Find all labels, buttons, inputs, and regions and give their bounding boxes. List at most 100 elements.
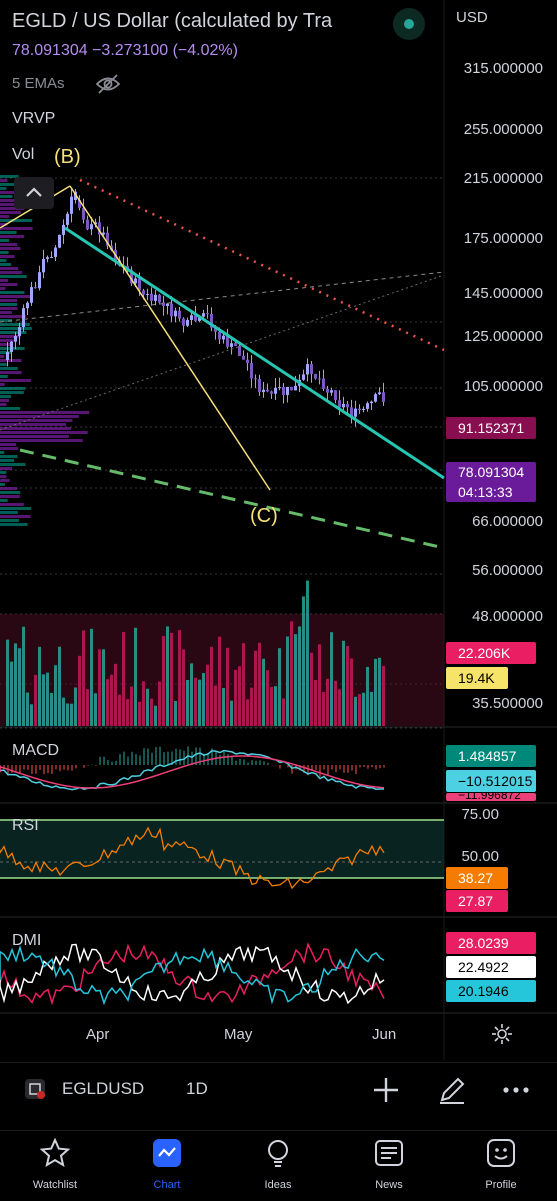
candle-body (182, 318, 185, 326)
vrvp-bar (0, 195, 13, 198)
vrvp-bar (0, 499, 8, 502)
vrvp-bar (0, 379, 31, 382)
candle-body (94, 222, 97, 225)
volume-bar (38, 646, 41, 726)
channel-line (0, 271, 445, 323)
nav-label: Watchlist (32, 1179, 78, 1191)
candle-body (174, 310, 177, 317)
volume-bar (54, 665, 57, 726)
symbol-toolbar (0, 1062, 557, 1121)
wave-c-label: (C) (250, 505, 278, 527)
candle-body (170, 303, 173, 317)
dmi-plus-tag: 28.0239 (446, 932, 536, 954)
nav-watchlist[interactable]: Watchlist (10, 1136, 100, 1196)
volume-indicator-label[interactable]: Vol (12, 146, 35, 163)
vrvp-bar (0, 427, 71, 430)
candle-body (38, 272, 41, 289)
lightbulb-icon (268, 1140, 288, 1167)
candle-body (378, 392, 381, 395)
candle-body (234, 343, 237, 346)
candle-body (318, 378, 321, 380)
dmi-minus-tag: 20.1946 (446, 980, 536, 1002)
nav-label: News (375, 1179, 403, 1191)
wave-b-label: (B) (54, 146, 81, 168)
vrvp-bar (0, 491, 21, 494)
volume-bar (294, 634, 297, 726)
vrvp-bar (0, 503, 24, 506)
volume-bar (110, 674, 113, 726)
candle-body (58, 234, 61, 248)
volume-bar (226, 647, 229, 726)
add-plus-icon[interactable] (366, 1072, 406, 1108)
settings-gear-icon[interactable] (490, 1022, 514, 1046)
vrvp-bar (0, 383, 5, 386)
candle-body (358, 408, 361, 410)
volume-bar (22, 626, 25, 726)
volume-bar (26, 692, 29, 726)
price-chart[interactable] (0, 0, 557, 1060)
volume-bar (270, 686, 273, 726)
vrvp-bar (0, 399, 10, 402)
macd-label[interactable]: MACD (12, 742, 60, 759)
volume-ma-tag: 19.4K (446, 667, 508, 689)
macd-signal-tag: −11.996872 (446, 793, 536, 801)
price-tag-level: 91.152371 (446, 417, 536, 439)
vrvp-bar (0, 507, 32, 510)
vrvp-indicator-label[interactable]: VRVP (12, 110, 56, 127)
volume-bar (350, 658, 353, 726)
candle-body (30, 287, 33, 303)
candle-body (282, 387, 285, 396)
eye-off-icon[interactable] (95, 73, 121, 95)
candle-body (314, 373, 317, 379)
collapse-indicators-button[interactable] (14, 177, 54, 209)
vrvp-bar (0, 467, 13, 470)
candle-body (34, 287, 37, 289)
drawing-pen-icon[interactable] (432, 1072, 472, 1108)
vrvp-bar (0, 291, 25, 294)
ema-indicator-label[interactable]: 5 EMAs (12, 75, 65, 92)
volume-bar (6, 639, 9, 726)
vrvp-bar (0, 411, 90, 414)
vrvp-bar (0, 311, 12, 314)
candle-body (6, 351, 9, 360)
currency-label[interactable]: USD (456, 9, 488, 26)
candle-body (150, 293, 153, 301)
volume-bar (142, 681, 145, 726)
nav-chart[interactable]: Chart (122, 1136, 212, 1196)
vrvp-bar (0, 199, 24, 202)
profile-icon (487, 1139, 515, 1167)
timeframe-button[interactable]: 1D (186, 1079, 208, 1098)
volume-bar (30, 704, 33, 726)
vrvp-bar (0, 479, 10, 482)
candle-body (266, 389, 269, 392)
chart-title[interactable]: EGLD / US Dollar (calculated by Tra (12, 10, 333, 32)
symbol-name[interactable]: EGLDUSD (62, 1079, 145, 1098)
dmi-label[interactable]: DMI (12, 932, 42, 949)
vrvp-bar (0, 179, 8, 182)
vrvp-bar (0, 303, 18, 306)
volume-bar (46, 672, 49, 726)
candle-body (54, 247, 57, 257)
vrvp-bar (0, 523, 28, 526)
vrvp-bar (0, 403, 7, 406)
candle-body (230, 343, 233, 347)
price-axis-label: 48.000000 (472, 608, 543, 625)
volume-bar (302, 596, 305, 726)
candle-body (294, 385, 297, 391)
vrvp-bar (0, 483, 5, 486)
nav-news[interactable]: News (344, 1136, 434, 1196)
vrvp-bar (0, 295, 33, 298)
support-line (19, 448, 445, 550)
volume-bar (162, 636, 165, 726)
volume-bar (210, 646, 213, 726)
nav-profile[interactable]: Profile (456, 1136, 546, 1196)
more-options-icon[interactable] (496, 1072, 536, 1108)
candle-body (22, 308, 25, 328)
volume-bar (166, 626, 169, 726)
volume-bar (178, 630, 181, 726)
candle-body (246, 359, 249, 364)
vrvp-bar (0, 435, 69, 438)
price-axis-label: 66.000000 (472, 513, 543, 530)
rsi-label[interactable]: RSI (12, 817, 39, 834)
nav-ideas[interactable]: Ideas (233, 1136, 323, 1196)
